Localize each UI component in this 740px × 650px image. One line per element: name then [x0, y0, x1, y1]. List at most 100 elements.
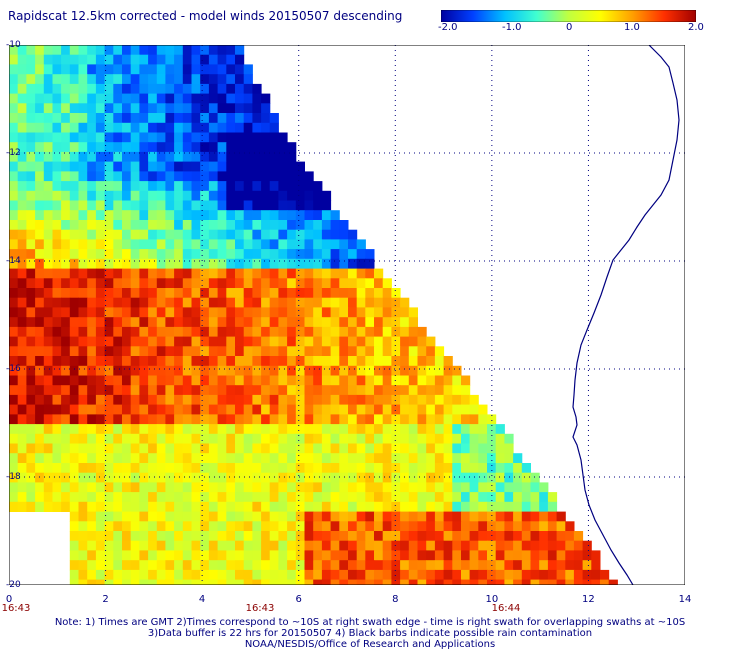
- wind-cell: [321, 453, 332, 464]
- wind-cell: [87, 433, 97, 444]
- wind-cell: [130, 132, 140, 143]
- wind-cell: [269, 521, 279, 532]
- wind-cell: [43, 142, 53, 153]
- wind-cell: [400, 385, 410, 396]
- wind-cell: [243, 569, 253, 581]
- wind-cell: [200, 560, 210, 571]
- wind-cell: [382, 560, 392, 571]
- wind-cell: [321, 375, 332, 386]
- wind-cell: [148, 288, 158, 299]
- wind-cell: [104, 492, 114, 503]
- wind-cell: [208, 258, 219, 269]
- wind-cell: [391, 521, 401, 532]
- wind-cell: [174, 501, 184, 512]
- wind-cell: [356, 472, 366, 483]
- wind-cell: [513, 482, 523, 493]
- wind-cell: [391, 492, 401, 503]
- wind-cell: [217, 550, 227, 561]
- wind-cell: [17, 326, 27, 338]
- wind-cell: [243, 113, 253, 124]
- wind-cell: [208, 346, 219, 357]
- wind-cell: [139, 64, 149, 75]
- wind-cell: [69, 365, 79, 376]
- wind-cell: [9, 220, 19, 231]
- wind-cell: [295, 375, 305, 386]
- wind-cell: [408, 482, 418, 493]
- wind-cell: [400, 511, 410, 522]
- wind-cell: [26, 190, 36, 201]
- wind-cell: [208, 93, 219, 104]
- wind-cell: [530, 472, 540, 483]
- wind-cell: [356, 356, 366, 367]
- wind-cell: [339, 297, 349, 308]
- wind-cell: [113, 142, 123, 153]
- wind-cell: [226, 268, 236, 279]
- wind-cell: [130, 550, 140, 561]
- wind-cell: [217, 394, 227, 406]
- wind-cell: [43, 229, 53, 240]
- wind-cell: [69, 385, 79, 396]
- wind-cell: [513, 569, 523, 581]
- wind-cell: [95, 132, 106, 143]
- wind-cell: [217, 268, 227, 279]
- wind-cell: [26, 200, 36, 211]
- wind-cell: [243, 317, 253, 328]
- wind-cell: [17, 161, 27, 172]
- wind-cell: [452, 560, 462, 571]
- wind-cell: [200, 249, 210, 260]
- wind-cell: [269, 375, 279, 386]
- wind-cell: [226, 200, 236, 211]
- wind-cell: [330, 472, 340, 483]
- wind-cell: [104, 171, 114, 182]
- wind-cell: [174, 54, 184, 65]
- wind-cell: [35, 326, 45, 338]
- wind-cell: [400, 472, 410, 483]
- wind-cell: [113, 83, 123, 95]
- wind-cell: [330, 326, 340, 338]
- wind-cell: [95, 220, 106, 231]
- wind-cell: [321, 433, 332, 444]
- wind-cell: [565, 550, 575, 561]
- wind-cell: [304, 171, 314, 182]
- wind-cell: [104, 365, 114, 376]
- wind-cell: [321, 511, 332, 522]
- wind-cell: [408, 414, 418, 425]
- wind-cell: [130, 443, 140, 454]
- wind-cell: [156, 579, 166, 585]
- wind-cell: [452, 404, 462, 415]
- wind-cell: [182, 200, 192, 211]
- wind-cell: [304, 278, 314, 289]
- wind-cell: [495, 569, 505, 581]
- wind-cell: [113, 385, 123, 396]
- wind-cell: [243, 424, 253, 435]
- wind-cell: [78, 200, 88, 211]
- wind-cell: [200, 278, 210, 289]
- wind-cell: [434, 365, 445, 376]
- wind-cell: [261, 288, 271, 299]
- wind-cell: [295, 297, 305, 308]
- wind-cell: [434, 511, 445, 522]
- wind-cell: [191, 501, 201, 512]
- wind-cell: [113, 424, 123, 435]
- wind-cell: [69, 200, 79, 211]
- wind-cell: [539, 521, 549, 532]
- wind-cell: [26, 492, 36, 503]
- wind-cell: [304, 492, 314, 503]
- wind-cell: [400, 346, 410, 357]
- wind-cell: [182, 132, 192, 143]
- wind-cell: [208, 501, 219, 512]
- wind-cell: [269, 560, 279, 571]
- wind-cell: [217, 151, 227, 163]
- wind-cell: [87, 161, 97, 172]
- wind-cell: [26, 249, 36, 260]
- wind-cell: [243, 463, 253, 474]
- wind-cell: [521, 569, 531, 581]
- wind-cell: [382, 336, 392, 347]
- wind-cell: [269, 326, 279, 338]
- wind-cell: [43, 317, 53, 328]
- wind-cell: [452, 521, 462, 532]
- wind-cell: [295, 239, 305, 250]
- wind-cell: [356, 394, 366, 406]
- wind-cell: [182, 346, 192, 357]
- wind-cell: [243, 200, 253, 211]
